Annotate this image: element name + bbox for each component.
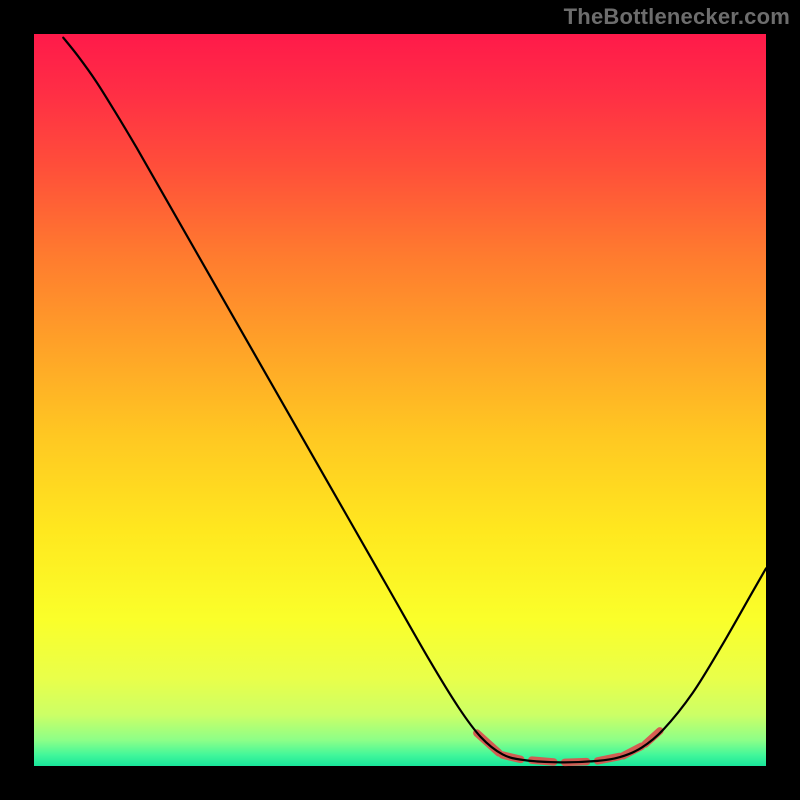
attribution-watermark: TheBottlenecker.com <box>564 4 790 30</box>
chart-container: TheBottlenecker.com <box>0 0 800 800</box>
plot-background <box>34 34 766 766</box>
bottleneck-chart <box>0 0 800 800</box>
